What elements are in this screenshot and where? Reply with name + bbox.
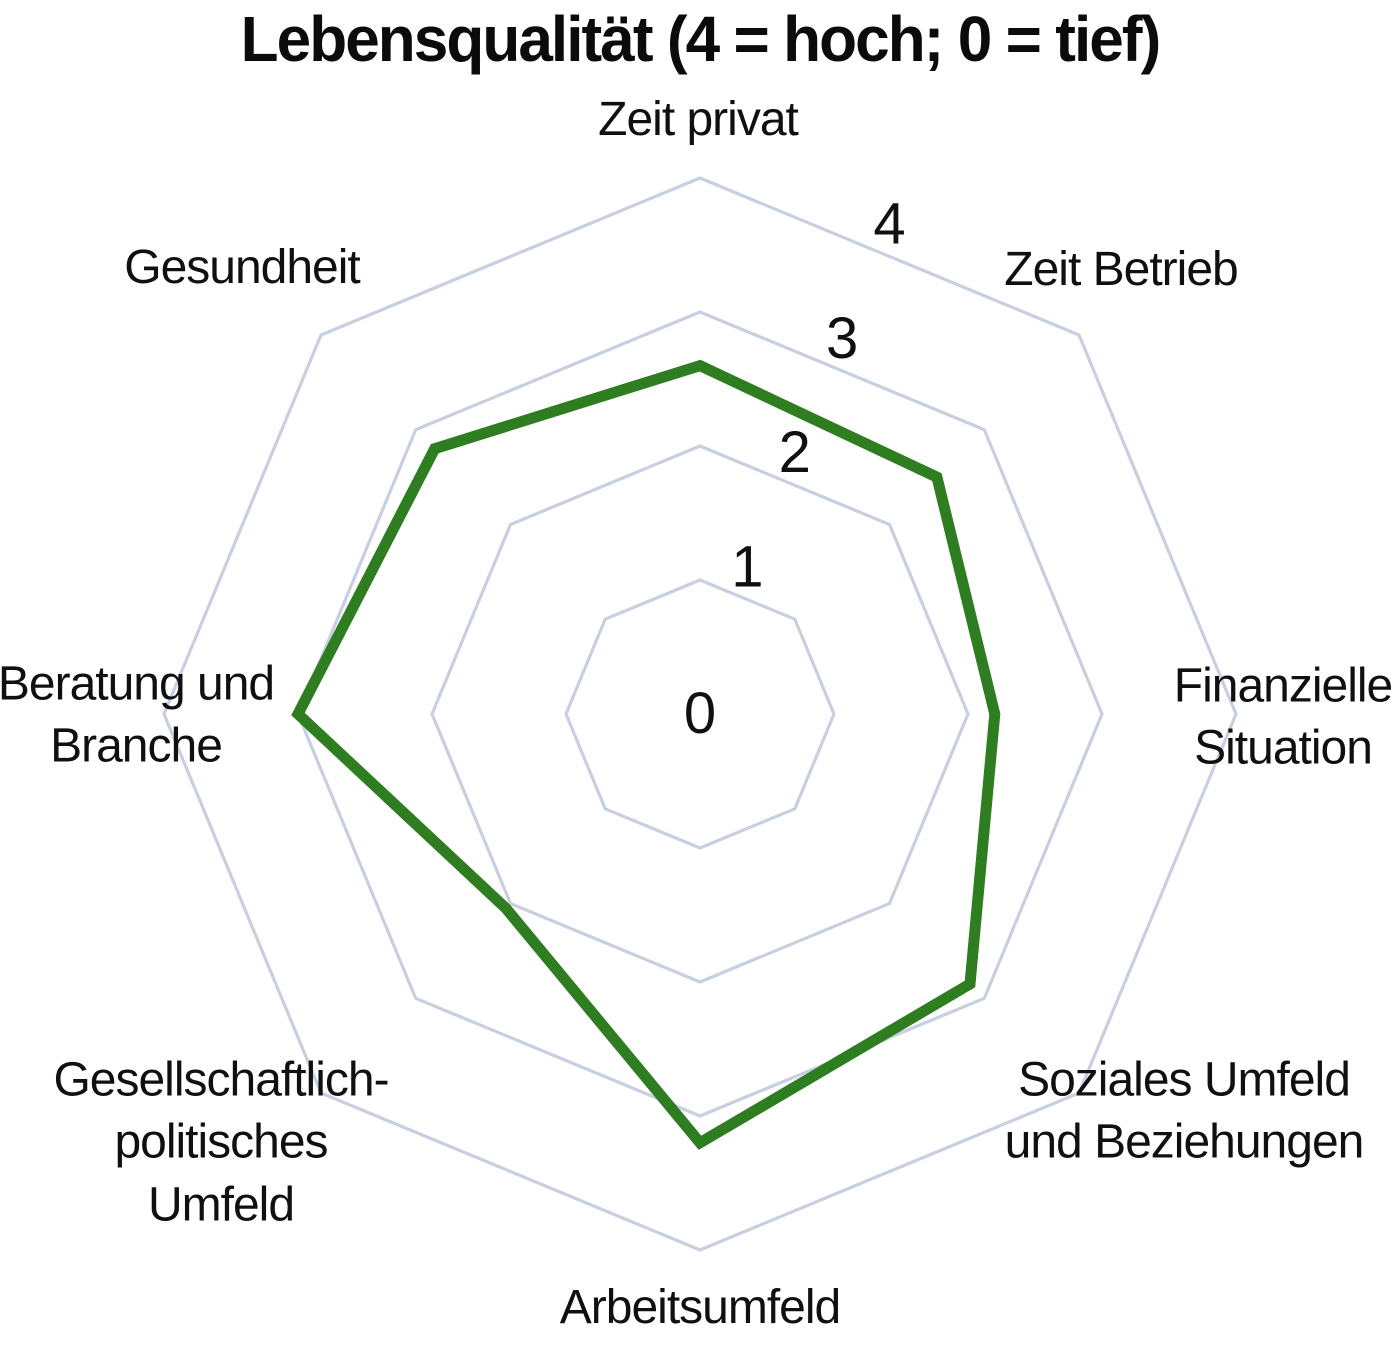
axis-label-finanzielle-situation: Finanzielle Situation (1173, 656, 1393, 781)
axis-label-arbeitsumfeld: Arbeitsumfeld (559, 1277, 841, 1339)
axis-label-line: Zeit Betrieb (1004, 242, 1238, 296)
axis-label-beratung-und-branche: Beratung und Branche (0, 654, 275, 779)
tick-label-0: 0 (684, 681, 716, 746)
tick-label-1: 1 (731, 535, 763, 600)
tick-label-2: 2 (779, 420, 811, 485)
axis-label-line: Finanzielle (1173, 659, 1393, 713)
axis-label-zeit-betrieb: Zeit Betrieb (1004, 239, 1238, 301)
grid-ring-1 (564, 578, 836, 850)
data-polygon (291, 359, 1001, 1150)
axis-label-line: Situation (1194, 722, 1373, 775)
grid-ring-2 (430, 444, 970, 984)
axis-label-gesellschaftlich-politisches-umfeld: Gesellschaftlich-politisches Umfeld (53, 1049, 389, 1236)
axis-label-line: Gesellschaftlich- (53, 1053, 389, 1107)
axis-label-zeit-privat: Zeit privat (598, 89, 799, 151)
axis-label-line: Umfeld (147, 1178, 295, 1232)
axis-label-line: Arbeitsumfeld (559, 1280, 841, 1334)
axis-label-line: Beratung und (0, 657, 275, 711)
axis-label-line: politisches (114, 1115, 328, 1169)
axis-label-line: und Beziehungen (1004, 1116, 1365, 1169)
tick-label-4: 4 (873, 191, 905, 256)
axis-label-line: Zeit privat (598, 92, 799, 146)
grid-ring-3 (296, 310, 1104, 1118)
tick-label-3: 3 (826, 306, 858, 371)
axis-label-line: Soziales Umfeld (1018, 1053, 1351, 1107)
chart-title: Lebensqualität (4 = hoch; 0 = tief) (240, 3, 1162, 75)
grid-ring-4 (162, 176, 1238, 1252)
axis-label-line: Gesundheit (124, 240, 361, 294)
axis-label-line: Branche (50, 720, 223, 773)
axis-label-gesundheit: Gesundheit (124, 237, 361, 299)
axis-label-soziales-umfeld-und-beziehungen: Soziales Umfeld und Beziehungen (1004, 1050, 1365, 1175)
